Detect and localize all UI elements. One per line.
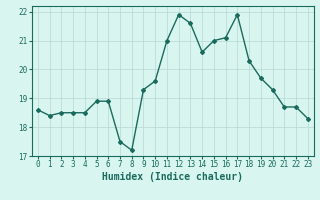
X-axis label: Humidex (Indice chaleur): Humidex (Indice chaleur) xyxy=(102,172,243,182)
